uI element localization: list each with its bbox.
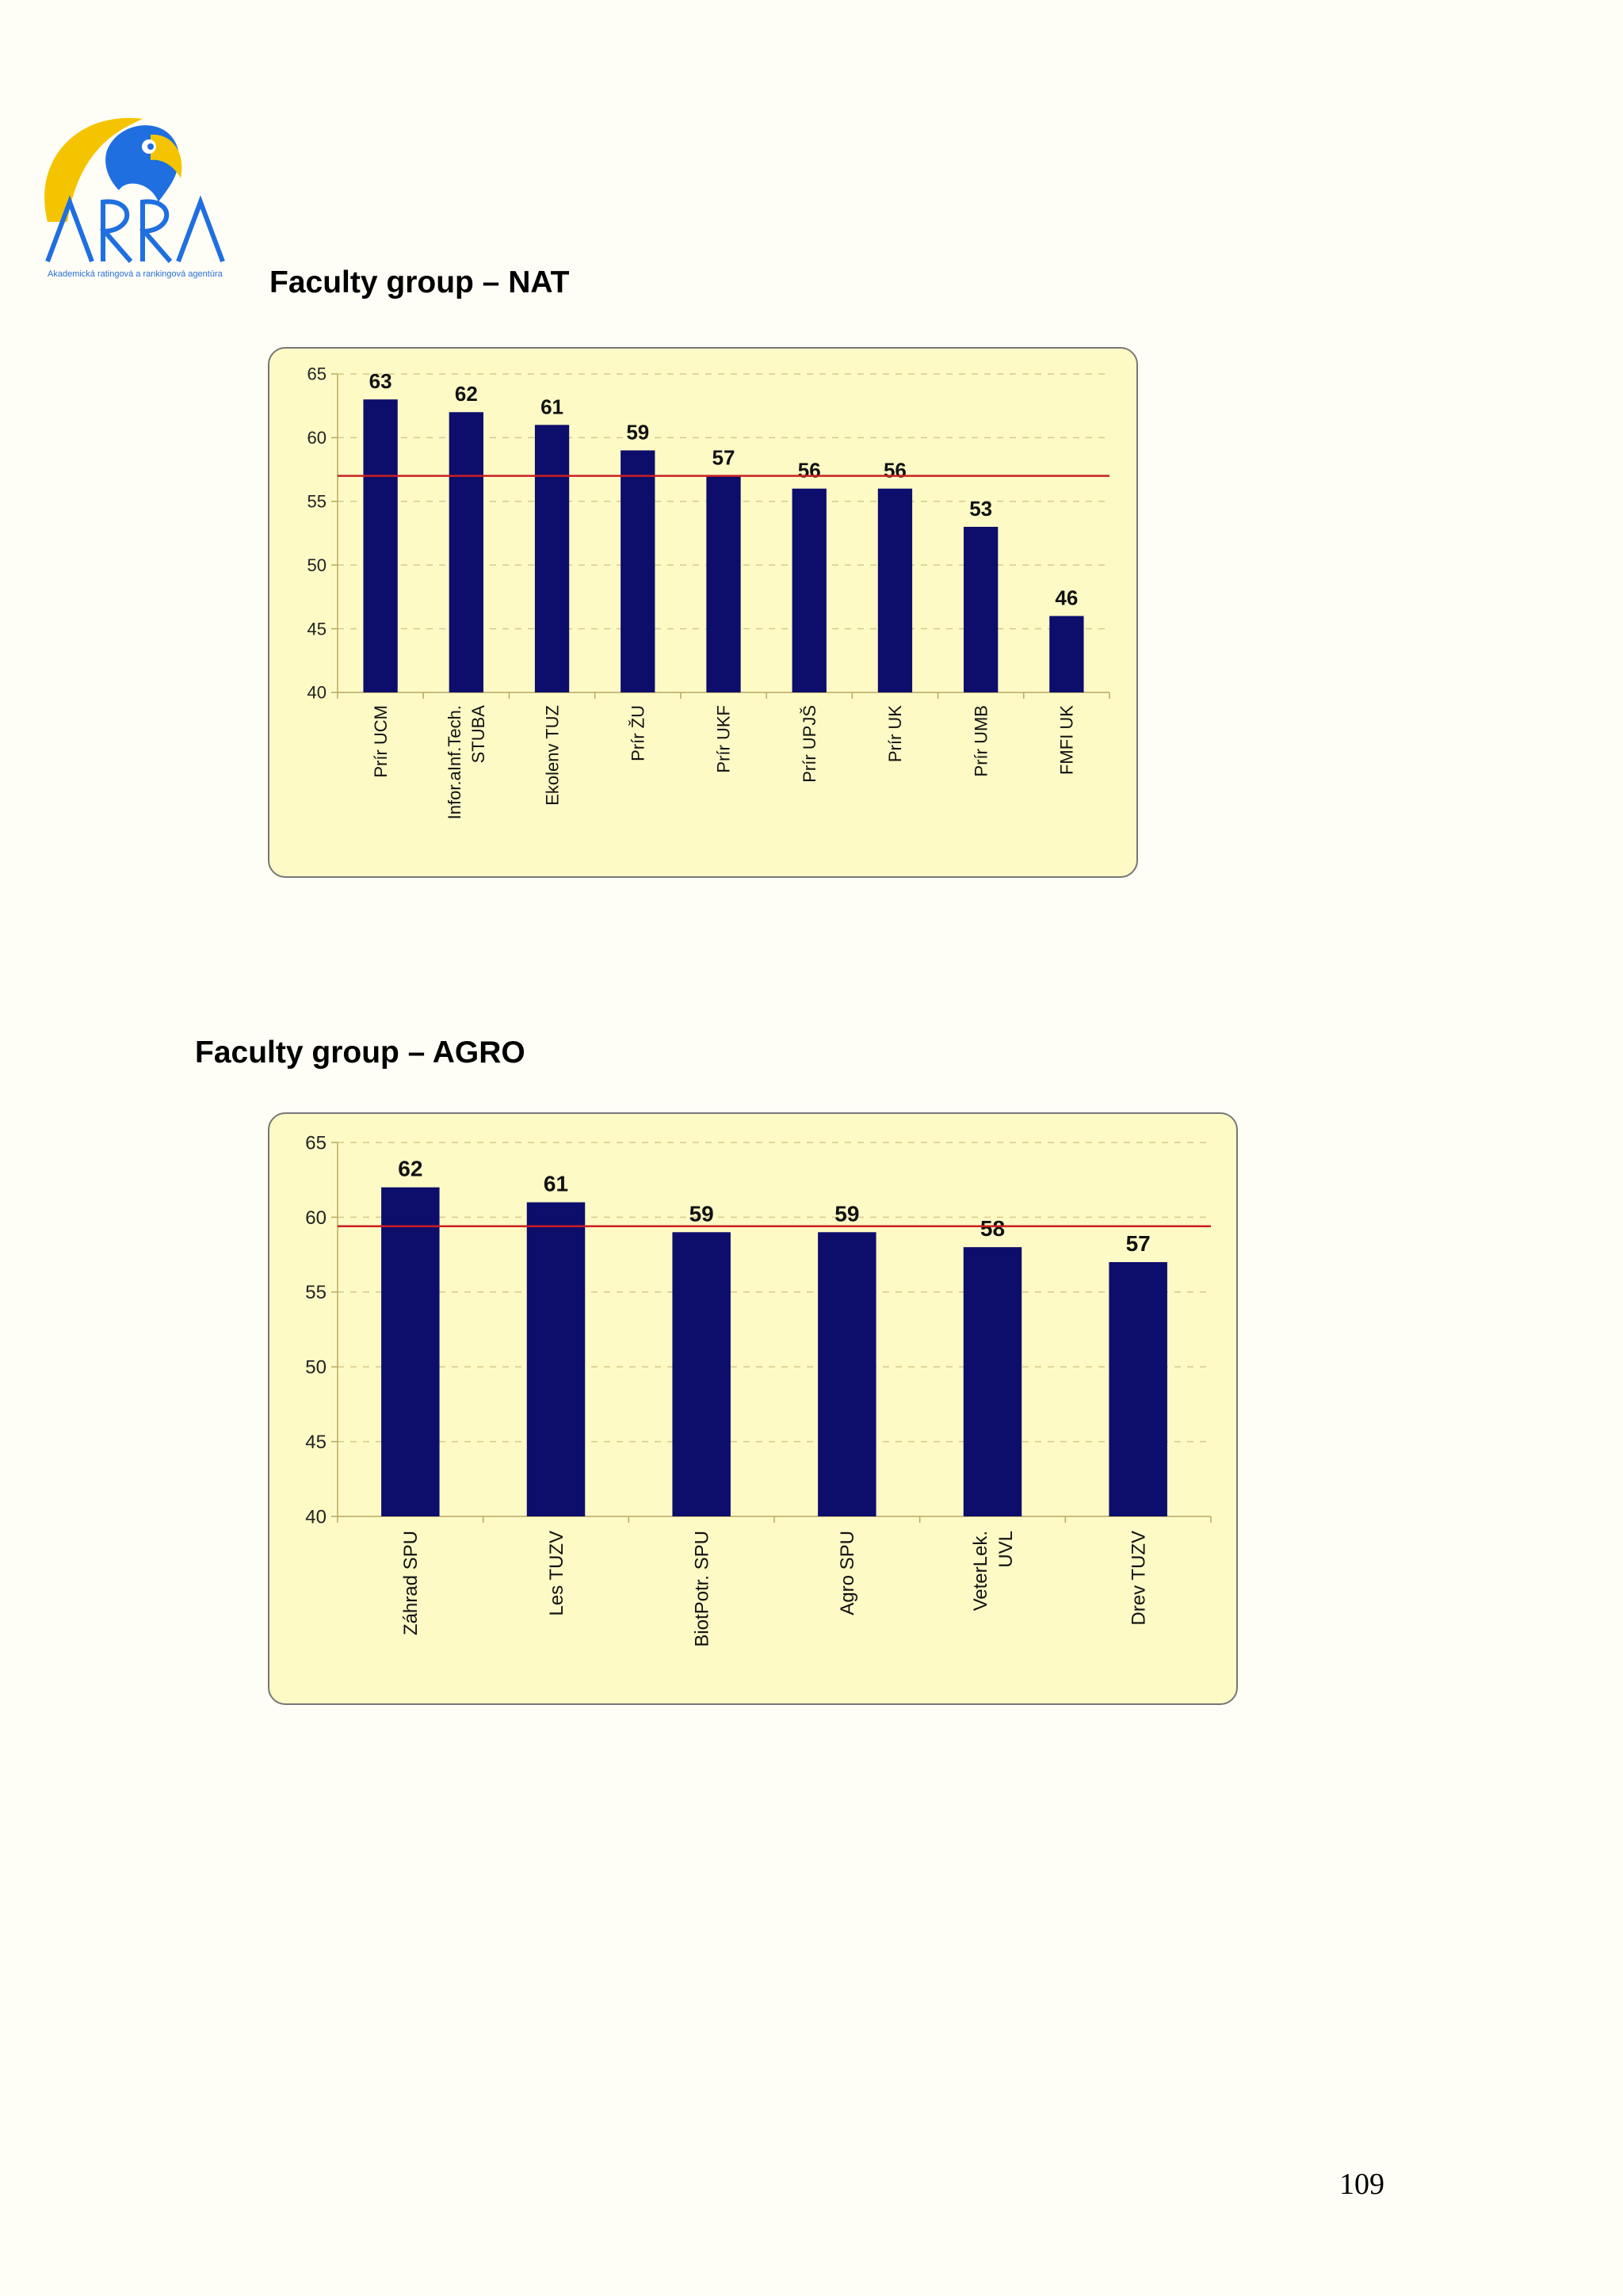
category-label: Les TUZV [546,1531,567,1616]
data-label: 58 [980,1216,1005,1241]
data-label: 57 [712,446,735,470]
category-label-line: VeterLek. [970,1531,991,1611]
y-tick-label: 40 [305,1506,327,1527]
category-label-line: Infor.aInf.Tech. [445,705,464,819]
category-label: Drev TUZV [1128,1531,1150,1626]
bar [1049,616,1084,692]
y-tick-label: 45 [305,1432,327,1453]
logo-tagline: Akademická ratingová a rankingová agentú… [48,269,223,279]
y-tick-label: 50 [305,1357,327,1379]
data-label: 57 [1126,1231,1151,1256]
data-label: 61 [540,395,563,418]
y-tick-label: 40 [307,683,327,703]
category-label: VeterLek. UVL [970,1531,1017,1611]
data-label: 53 [969,497,992,521]
data-label: 62 [398,1157,422,1181]
y-tick-label: 45 [307,619,327,639]
category-label-line: Drev TUZV [1128,1531,1150,1626]
category-label: Prír UMB [971,705,991,776]
category-label: Prír ŽU [628,705,647,761]
bar [672,1232,731,1516]
chart-heading-agro: Faculty group – AGRO [195,1035,525,1070]
parrot-logo-icon [44,117,225,263]
arra-logo: Akademická ratingová a rankingová agentú… [32,103,246,285]
category-label-line: BiotPotr. SPU [692,1531,713,1647]
data-label: 59 [689,1201,714,1226]
data-label: 59 [834,1201,859,1226]
category-label-line: Ekolenv TUZ [542,705,562,806]
y-tick-label: 65 [307,364,327,384]
category-label-line: Agro SPU [837,1531,858,1615]
bar [963,1247,1022,1516]
bar-chart-nat: 40 45 50 55 60 65 63 Prír UCM 62 Infor.aInf.Tech.… [307,364,1110,820]
category-label-line: STUBA [468,705,488,764]
category-label: Prír UCM [371,705,391,778]
bar [1109,1262,1167,1516]
category-label-line: FMFI UK [1057,705,1077,775]
data-label: 56 [798,459,821,482]
bar [818,1232,876,1516]
category-label-line: Prír ŽU [628,705,647,761]
category-label: FMFI UK [1057,705,1077,775]
chart-heading-nat: Faculty group – NAT [269,265,570,299]
bar [621,450,655,692]
bar [964,526,999,692]
category-label-line: Záhrad SPU [400,1531,422,1635]
bar [706,475,741,692]
category-label-line: Prír UPJŠ [800,705,819,783]
bar-chart-agro: 40 45 50 55 60 65 62 Záhrad SPU 61 Les TUZV 59 Biot… [305,1132,1212,1647]
bar [792,488,827,692]
y-tick-label: 50 [307,555,327,575]
category-label: Záhrad SPU [400,1531,422,1635]
y-tick-label: 55 [305,1282,327,1303]
category-label-line: UVL [995,1531,1017,1568]
data-label: 59 [626,420,649,444]
category-label-line: Prír UK [885,705,905,762]
bar [449,412,483,692]
page-number: 109 [1339,2168,1384,2201]
category-label: Prír UK [885,705,905,762]
category-label-line: Les TUZV [546,1531,567,1616]
category-label-line: Prír UKF [714,705,734,773]
y-tick-label: 60 [305,1207,327,1229]
category-label: Infor.aInf.Tech. STUBA [445,705,488,820]
category-label: Agro SPU [837,1531,858,1615]
y-tick-label: 55 [307,492,327,512]
bar [534,425,570,692]
category-label: Ekolenv TUZ [542,705,562,806]
category-label: BiotPotr. SPU [692,1531,713,1647]
category-label: Prír UKF [714,705,734,773]
category-label: Prír UPJŠ [800,705,819,783]
bar [526,1202,586,1516]
y-tick-label: 60 [307,428,327,448]
data-label: 56 [884,459,907,482]
category-label-line: Prír UMB [971,705,991,776]
y-tick-label: 65 [305,1132,327,1154]
bar [877,488,913,692]
data-label: 61 [544,1172,568,1196]
data-label: 46 [1055,586,1078,610]
bar [381,1187,440,1516]
bar [363,399,398,692]
data-label: 63 [369,369,392,393]
chart-panel-nat: 40 45 50 55 60 65 63 Prír UCM 62 Infor.aInf.Tech.… [268,347,1138,878]
category-label-line: Prír UCM [371,705,391,778]
chart-panel-agro: 40 45 50 55 60 65 62 Záhrad SPU 61 Les TUZV 59 Biot… [268,1112,1238,1705]
data-label: 62 [455,382,478,406]
